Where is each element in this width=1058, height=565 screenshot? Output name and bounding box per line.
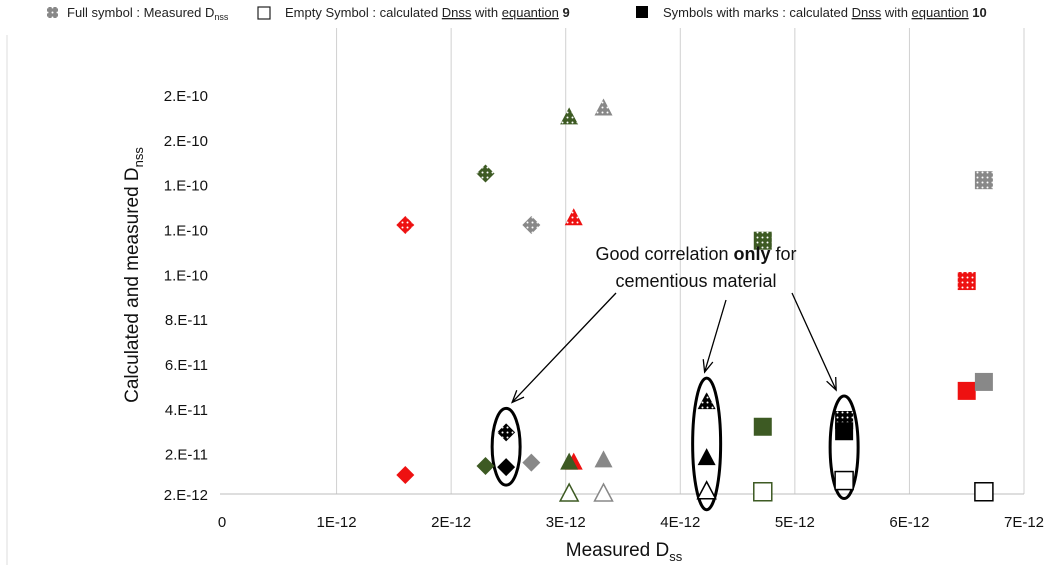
legend-marks-symbol-marker [636,6,648,18]
y-tick-label: 2.E-12 [164,487,208,504]
grid-lines [6,28,1025,565]
square-marker-dots [974,171,993,190]
x-tick-label: 6E-12 [889,514,929,531]
x-tick-label: 2E-12 [431,514,471,531]
triangle-marker [696,480,717,500]
diamond-marker-dots [522,216,541,235]
y-tick-label: 4.E-11 [165,402,208,419]
x-tick-label: 3E-12 [546,514,586,531]
y-tick-label: 2.E-10 [164,88,208,105]
annotation-arrow-head [826,377,837,392]
square-marker-dots [957,272,976,291]
y-tick-labels: 2.E-12 2.E-11 4.E-11 6.E-11 8.E-11 1.E-10 1.E-… [164,88,208,504]
annotation-arrow-line [791,292,837,391]
legend-marks-symbol: Symbols with marks : calculated Dnss wit… [636,5,987,20]
legend-empty-symbol-marker [257,6,271,20]
x-axis-title: Measured Dss [566,540,683,564]
diamond-marker-dots [396,216,415,235]
annotation-arrow-head [510,389,525,404]
y-tick-label: 1.E-10 [164,178,208,195]
square-marker [974,482,994,502]
triangle-marker-dots [564,208,583,226]
y-tick-label: 1.E-10 [164,222,208,239]
legend: Full symbol : Measured Dnss Empty Symbol… [47,5,987,22]
diamond-marker [476,456,495,475]
x-tick-labels: 0 1E-12 2E-12 3E-12 4E-12 5E-12 6E-12 7E-12 [218,514,1044,531]
square-marker [753,482,773,502]
x-tick-label: 5E-12 [775,514,815,531]
y-axis-title: Calculated and measured Dnss [122,147,146,403]
data-points [396,98,994,502]
diamond-marker [522,453,541,472]
highlight-ellipse [828,394,860,501]
square-marker [834,470,854,491]
annotation-arrow-head [702,359,714,374]
annotation-line2: cementious material [615,271,776,291]
highlight-ellipse [490,406,522,487]
highlight-ellipse [691,376,723,512]
square-marker [974,372,993,391]
x-tick-label: 0 [218,514,226,531]
diamond-marker-dots [476,164,495,183]
triangle-marker [560,452,579,470]
diamond-marker-dots [497,423,516,442]
legend-empty-symbol: Empty Symbol : calculated Dnss with equa… [257,5,570,20]
y-tick-label: 8.E-11 [165,312,208,329]
square-marker [957,381,976,400]
y-tick-label: 1.E-10 [164,267,208,284]
x-tick-label: 7E-12 [1004,514,1044,531]
legend-empty-symbol-label: Empty Symbol : calculated Dnss with equa… [285,5,570,20]
legend-full-symbol-dots [47,7,58,18]
triangle-marker [697,448,716,466]
legend-full-symbol: Full symbol : Measured Dnss [47,5,229,22]
y-tick-label: 2.E-10 [164,133,208,150]
x-tick-label: 1E-12 [317,514,357,531]
triangle-marker-dots [560,107,579,125]
y-tick-label: 6.E-11 [165,357,208,374]
legend-full-symbol-label: Full symbol : Measured Dnss [67,5,229,22]
triangle-marker [594,450,613,468]
highlight-ellipses [490,376,860,512]
triangle-marker [593,482,614,502]
annotation-arrow-line [704,299,727,373]
triangle-marker-dots [697,392,716,410]
diamond-marker [396,465,415,484]
annotation-arrows [510,292,837,404]
y-tick-label: 2.E-11 [165,447,208,464]
annotation: Good correlation only for cementious mat… [595,244,796,291]
triangle-marker-dots [594,98,613,116]
square-marker-dots [753,231,772,250]
annotation-arrow-line [511,292,617,403]
x-tick-label: 4E-12 [660,514,700,531]
triangle-marker [558,482,580,502]
square-marker [835,422,854,441]
square-marker [753,417,772,436]
diamond-marker [497,458,516,477]
annotation-line1: Good correlation only for [595,244,796,264]
legend-marks-symbol-label: Symbols with marks : calculated Dnss wit… [663,5,987,20]
